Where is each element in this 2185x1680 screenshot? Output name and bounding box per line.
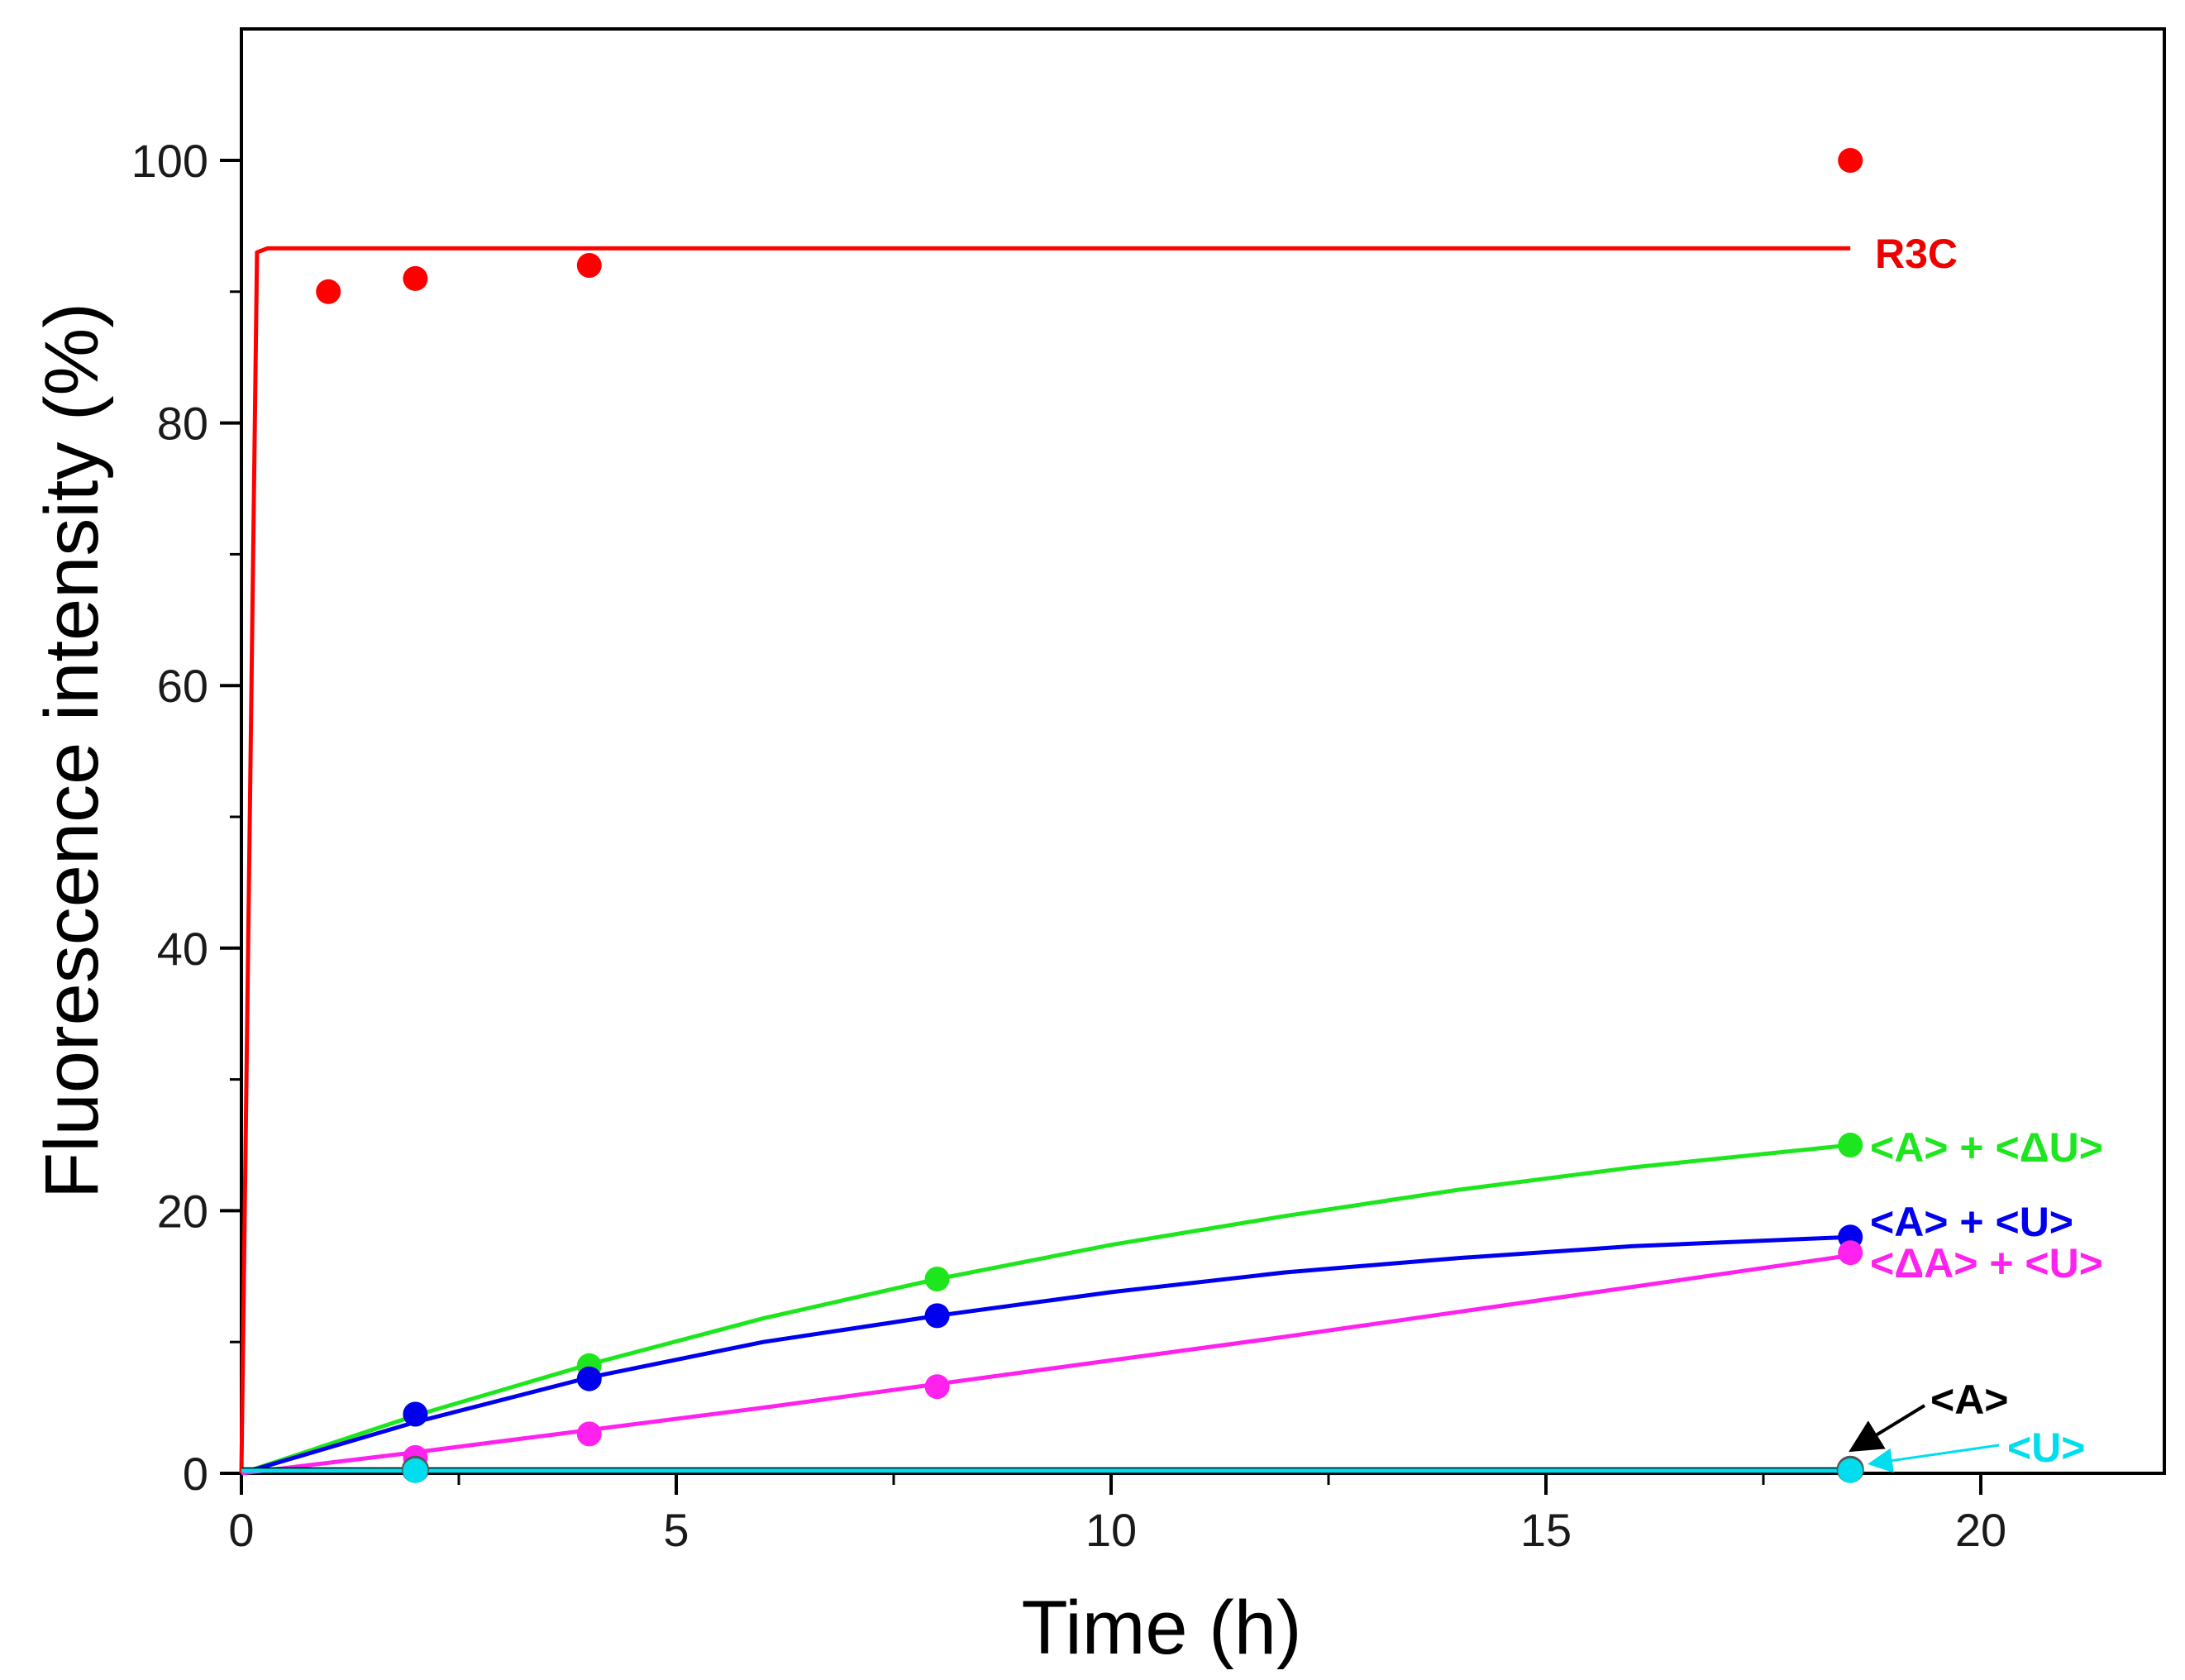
fit-line-series-1 bbox=[241, 1143, 1851, 1476]
fit-line-series-2 bbox=[241, 1234, 1851, 1476]
data-point-series-1 bbox=[924, 1267, 950, 1291]
data-point-series-0 bbox=[403, 265, 428, 291]
arrow-a bbox=[1849, 1404, 1926, 1453]
data-point-series-0 bbox=[576, 253, 602, 278]
y-tick-label: 0 bbox=[183, 1448, 208, 1500]
data-point-series-5 bbox=[1838, 1458, 1863, 1483]
data-point-series-0 bbox=[1838, 148, 1863, 173]
data-point-series-3 bbox=[1838, 1240, 1863, 1266]
data-points bbox=[316, 148, 1864, 1483]
arrow-u bbox=[1868, 1444, 2000, 1473]
y-tick-label: 40 bbox=[157, 923, 208, 975]
y-tick-label: 80 bbox=[157, 398, 208, 450]
plot-frame bbox=[240, 27, 2166, 1475]
series-label-a-plus-delta-u: <A> + <ΔU> bbox=[1870, 1124, 2103, 1171]
data-point-series-0 bbox=[316, 279, 341, 304]
data-point-series-2 bbox=[576, 1366, 602, 1391]
data-point-series-2 bbox=[924, 1303, 950, 1329]
x-tick-label: 15 bbox=[1520, 1504, 1572, 1556]
axis-ticks bbox=[220, 159, 1982, 1495]
y-axis-title: Fluorescence intensity (%) bbox=[30, 303, 114, 1199]
fit-line-series-0 bbox=[239, 246, 1851, 1474]
series-label-delta-a-plus-u: <ΔA> + <U> bbox=[1870, 1240, 2103, 1286]
series-label-a: <A> bbox=[1930, 1377, 2009, 1423]
series-label-a-plus-u: <A> + <U> bbox=[1870, 1199, 2073, 1245]
x-axis-title: Time (h) bbox=[1021, 1586, 1301, 1670]
y-tick-label: 60 bbox=[157, 660, 208, 712]
data-point-series-1 bbox=[1838, 1133, 1863, 1157]
data-point-series-3 bbox=[576, 1421, 602, 1447]
data-point-series-2 bbox=[403, 1401, 428, 1427]
y-tick-label: 20 bbox=[157, 1185, 208, 1237]
series-label-u: <U> bbox=[2007, 1425, 2086, 1471]
x-tick-label: 20 bbox=[1955, 1504, 2006, 1556]
x-tick-label: 0 bbox=[228, 1504, 254, 1556]
data-point-series-3 bbox=[924, 1374, 950, 1400]
axis-tick-labels: 0 5 10 15 20 0 20 40 60 80 100 bbox=[131, 135, 2007, 1556]
series-label-r3c: R3C bbox=[1875, 231, 1958, 277]
data-point-series-5 bbox=[403, 1458, 428, 1483]
x-tick-label: 10 bbox=[1085, 1504, 1137, 1556]
fit-line-series-3 bbox=[241, 1253, 1851, 1476]
x-tick-label: 5 bbox=[663, 1504, 689, 1556]
y-tick-label: 100 bbox=[131, 135, 208, 187]
fit-lines bbox=[239, 246, 1851, 1476]
